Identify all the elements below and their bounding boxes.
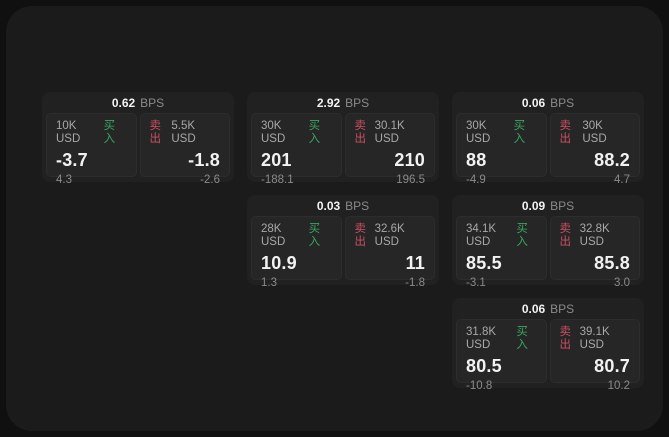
buy-quote-tile[interactable]: 31.8K USD 买入 80.5 -10.8 (456, 319, 547, 392)
buy-quote-tile[interactable]: 28K USD 买入 10.9 1.3 (251, 216, 342, 289)
sell-size: 32.6K USD (374, 223, 405, 248)
quote-card-1: 0.62 BPS 10K USD 买入 -3.7 4.3 卖出 5.5K USD… (42, 92, 234, 186)
spread-bps-value: 0.06 (521, 301, 546, 316)
quote-card-3: 0.06 BPS 30K USD 买入 88 -4.9 卖出 30K USD 8… (452, 92, 644, 186)
spread-bps-unit: BPS (550, 95, 575, 110)
buy-quote-tile[interactable]: 10K USD 买入 -3.7 4.3 (46, 113, 137, 186)
sell-quote-tile[interactable]: 卖出 5.5K USD -1.8 -2.6 (139, 113, 230, 186)
sell-quote-tile[interactable]: 卖出 30.1K USD 210 196.5 (344, 113, 435, 186)
sell-sub-value: 10.2 (607, 380, 630, 392)
spread-bps-value: 2.92 (316, 95, 341, 110)
sell-price: 11 (405, 253, 425, 273)
sell-price: -1.8 (188, 150, 220, 170)
buy-price: 85.5 (466, 253, 502, 273)
buy-size: 30K USD (466, 120, 491, 145)
sell-sub-value: 4.7 (614, 174, 630, 186)
sell-sub-value: 196.5 (396, 174, 425, 186)
buy-side-label: 买入 (516, 223, 528, 248)
sell-size: 39.1K USD (579, 326, 610, 351)
sell-size: 30.1K USD (374, 120, 405, 145)
spread-bps-value: 0.03 (316, 198, 341, 213)
card-header: 0.03 BPS (247, 195, 439, 216)
buy-side-label: 买入 (308, 223, 321, 248)
buy-sub-value: -3.1 (466, 277, 486, 289)
card-header: 0.06 BPS (452, 298, 644, 319)
buy-size: 30K USD (261, 120, 286, 145)
buy-sub-value: -10.8 (466, 380, 493, 392)
sell-quote-tile[interactable]: 卖出 32.6K USD 11 -1.8 (344, 216, 435, 289)
card-header: 0.09 BPS (452, 195, 644, 216)
sell-sub-value: -2.6 (200, 174, 220, 186)
sell-side-label: 卖出 (149, 120, 162, 145)
sell-side-label: 卖出 (354, 223, 367, 248)
spread-bps-unit: BPS (345, 95, 370, 110)
sell-price: 88.2 (594, 150, 630, 170)
spread-bps-unit: BPS (550, 301, 575, 316)
sell-quote-tile[interactable]: 卖出 30K USD 88.2 4.7 (549, 113, 640, 186)
quote-card-4: 0.03 BPS 28K USD 买入 10.9 1.3 卖出 32.6K US… (247, 195, 439, 289)
buy-side-label: 买入 (103, 120, 116, 145)
quote-card-6: 0.06 BPS 31.8K USD 买入 80.5 -10.8 卖出 39.1… (452, 298, 644, 392)
spread-bps-unit: BPS (345, 198, 370, 213)
buy-sub-value: 4.3 (56, 174, 72, 186)
sell-side-label: 卖出 (559, 223, 572, 248)
buy-price: -3.7 (56, 150, 88, 170)
buy-quote-tile[interactable]: 34.1K USD 买入 85.5 -3.1 (456, 216, 547, 289)
spread-bps-value: 0.06 (521, 95, 546, 110)
buy-price: 80.5 (466, 356, 502, 376)
buy-size: 10K USD (56, 120, 81, 145)
buy-price: 10.9 (261, 253, 297, 273)
sell-side-label: 卖出 (559, 120, 572, 145)
quote-card-2: 2.92 BPS 30K USD 买入 201 -188.1 卖出 30.1K … (247, 92, 439, 186)
spread-bps-unit: BPS (140, 95, 165, 110)
buy-size: 28K USD (261, 223, 286, 248)
sell-sub-value: 3.0 (614, 277, 630, 289)
sell-size: 5.5K USD (171, 120, 196, 145)
sell-sub-value: -1.8 (405, 277, 425, 289)
buy-side-label: 买入 (513, 120, 526, 145)
buy-sub-value: -4.9 (466, 174, 486, 186)
buy-quote-tile[interactable]: 30K USD 买入 201 -188.1 (251, 113, 342, 186)
buy-side-label: 买入 (308, 120, 321, 145)
buy-price: 201 (261, 150, 292, 170)
card-header: 2.92 BPS (247, 92, 439, 113)
sell-price: 80.7 (594, 356, 630, 376)
sell-price: 85.8 (594, 253, 630, 273)
quote-card-5: 0.09 BPS 34.1K USD 买入 85.5 -3.1 卖出 32.8K… (452, 195, 644, 289)
buy-size: 31.8K USD (466, 326, 497, 351)
spread-bps-unit: BPS (550, 198, 575, 213)
sell-quote-tile[interactable]: 卖出 32.8K USD 85.8 3.0 (549, 216, 640, 289)
card-header: 0.62 BPS (42, 92, 234, 113)
spread-bps-value: 0.09 (521, 198, 546, 213)
sell-quote-tile[interactable]: 卖出 39.1K USD 80.7 10.2 (549, 319, 640, 392)
card-header: 0.06 BPS (452, 92, 644, 113)
buy-size: 34.1K USD (466, 223, 497, 248)
sell-size: 30K USD (582, 120, 607, 145)
sell-side-label: 卖出 (354, 120, 367, 145)
spread-bps-value: 0.62 (111, 95, 136, 110)
buy-price: 88 (466, 150, 487, 170)
buy-side-label: 买入 (516, 326, 528, 351)
buy-sub-value: 1.3 (261, 277, 277, 289)
buy-sub-value: -188.1 (261, 174, 294, 186)
sell-price: 210 (394, 150, 425, 170)
app-background: 0.62 BPS 10K USD 买入 -3.7 4.3 卖出 5.5K USD… (6, 6, 663, 431)
sell-side-label: 卖出 (559, 326, 572, 351)
buy-quote-tile[interactable]: 30K USD 买入 88 -4.9 (456, 113, 547, 186)
sell-size: 32.8K USD (579, 223, 610, 248)
